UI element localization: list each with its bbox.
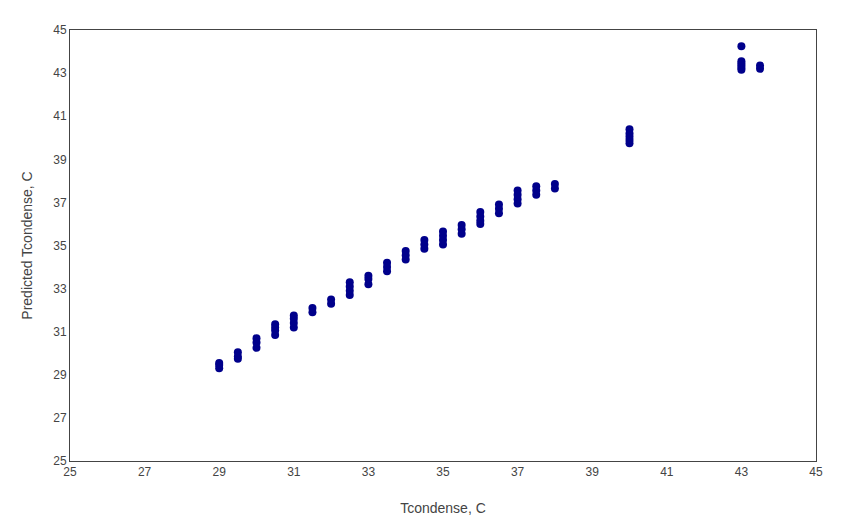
svg-text:43: 43 [735,465,749,479]
svg-text:39: 39 [586,465,600,479]
svg-text:37: 37 [511,465,525,479]
svg-text:27: 27 [53,411,67,425]
svg-text:27: 27 [138,465,152,479]
svg-text:Predicted Tcondense, C: Predicted Tcondense, C [19,171,35,319]
svg-text:39: 39 [53,153,67,167]
svg-text:25: 25 [53,454,67,468]
svg-text:45: 45 [809,465,823,479]
svg-text:35: 35 [436,465,450,479]
svg-text:41: 41 [53,109,67,123]
svg-text:43: 43 [53,66,67,80]
svg-text:37: 37 [53,196,67,210]
svg-text:31: 31 [287,465,301,479]
svg-text:35: 35 [53,239,67,253]
svg-text:45: 45 [53,23,67,37]
svg-text:25: 25 [63,465,77,479]
svg-text:29: 29 [53,368,67,382]
svg-text:Tcondense, C: Tcondense, C [400,500,486,516]
svg-text:41: 41 [660,465,674,479]
svg-text:29: 29 [213,465,227,479]
svg-text:33: 33 [53,282,67,296]
svg-text:31: 31 [53,325,67,339]
svg-text:33: 33 [362,465,376,479]
